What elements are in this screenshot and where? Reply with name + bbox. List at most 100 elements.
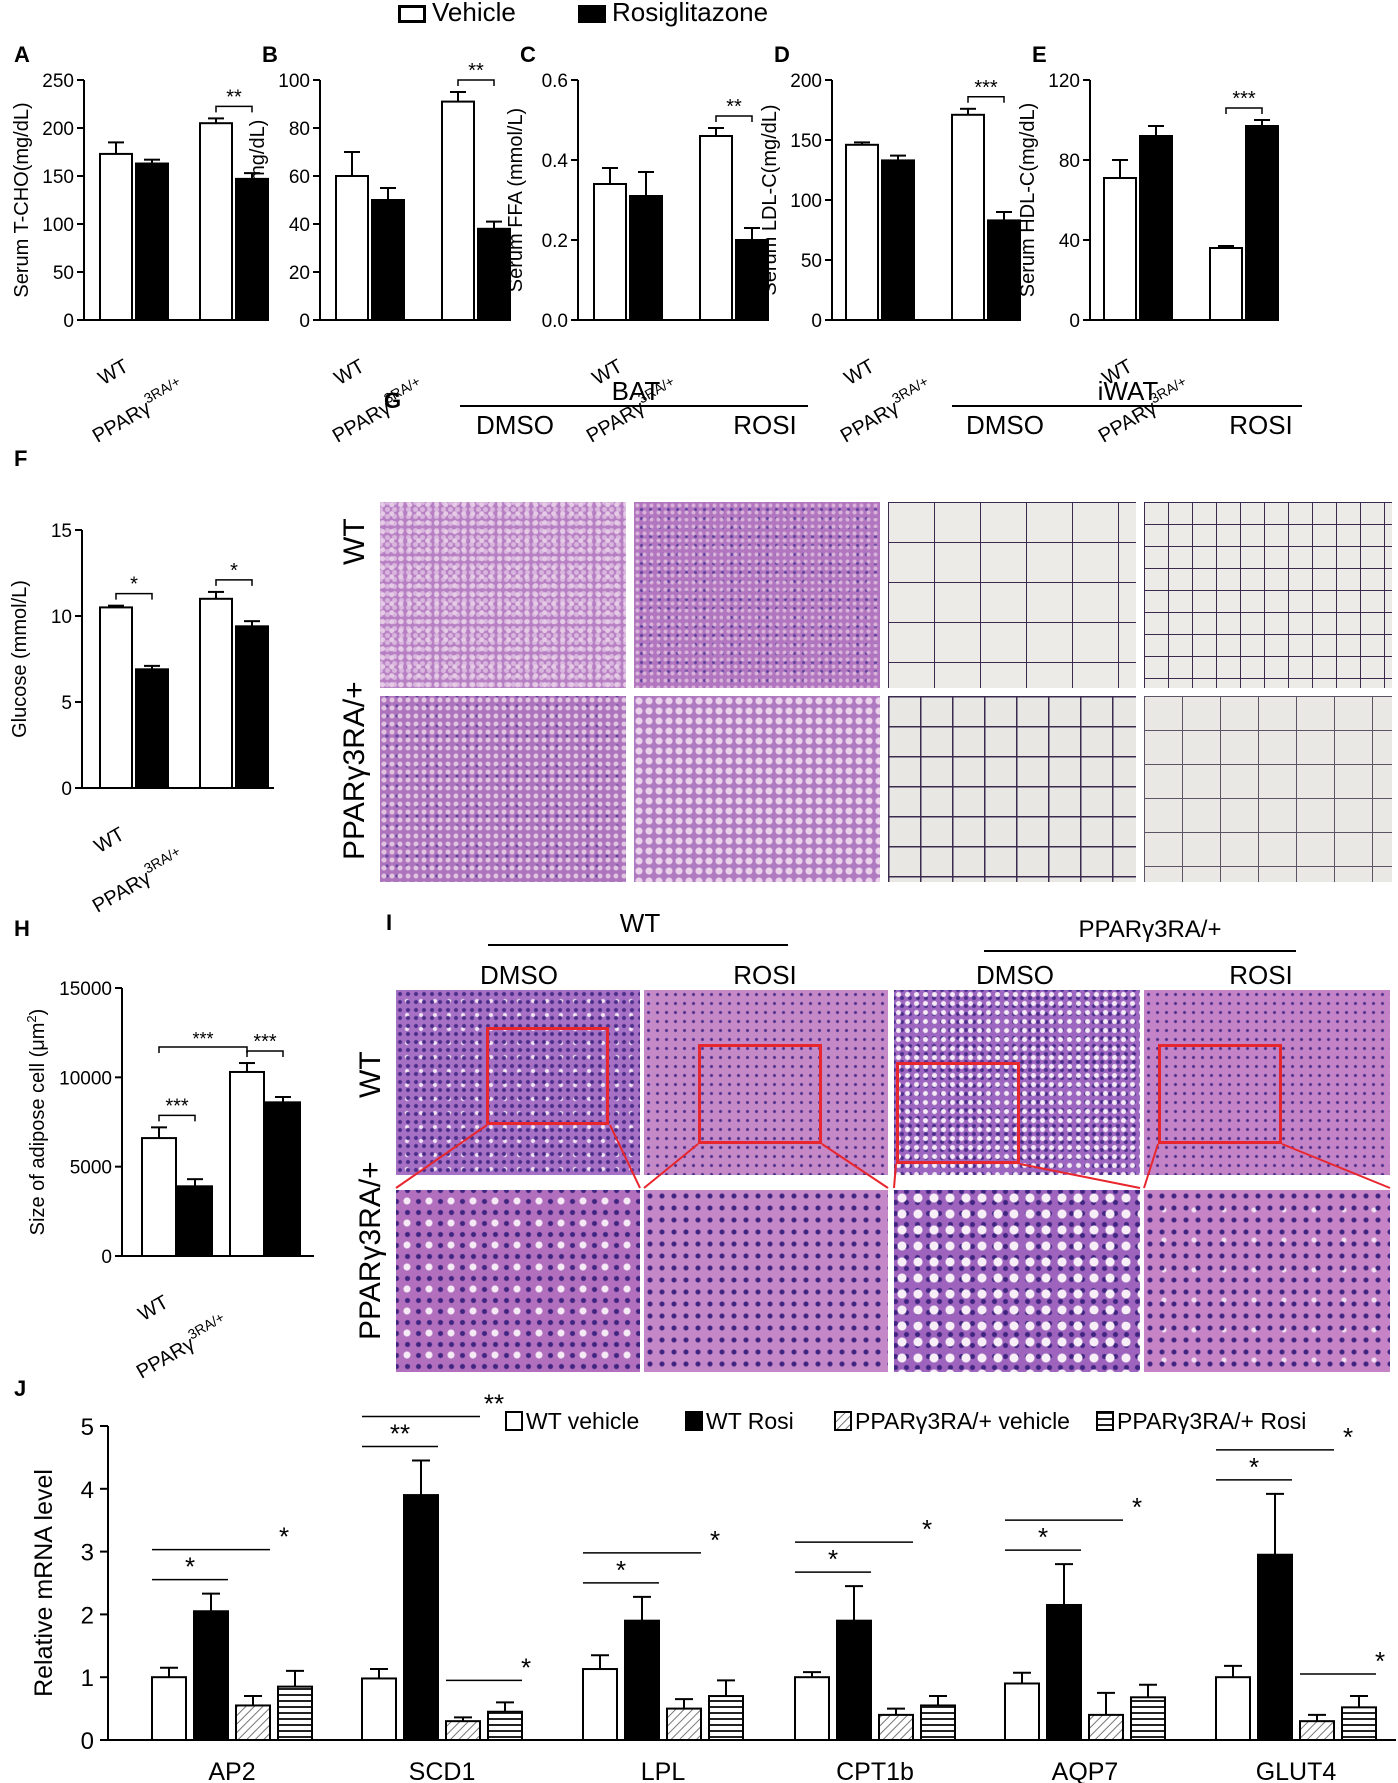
legend-swatch-j: [685, 1411, 703, 1431]
x-category-label: AQP7: [1052, 1758, 1119, 1783]
significance-label: **: [484, 1389, 504, 1419]
panel-I-col-dmso-wt: DMSO: [480, 960, 558, 990]
y-tick-label: 0: [81, 1728, 94, 1755]
y-tick-label: 3: [81, 1540, 94, 1567]
legend-swatch-rosiglitazone: [578, 5, 606, 23]
roi-box: [698, 1044, 822, 1144]
micrograph-I-ppar-rosi-zoom: [1144, 1190, 1390, 1372]
significance-label: **: [226, 86, 242, 108]
y-tick-label: 120: [1048, 71, 1080, 92]
y-tick-label: 15000: [59, 979, 112, 1000]
significance-label: *: [616, 1555, 626, 1585]
panel-I-col-dmso-ppar: DMSO: [976, 960, 1054, 990]
bar-vehicle-0: [99, 152, 133, 321]
bar-scd1-3: [487, 1710, 523, 1741]
bar-aqp7-1: [1046, 1603, 1082, 1741]
bar-rosiglitazone-0: [135, 162, 169, 321]
significance-label: *: [1343, 1422, 1353, 1452]
micrograph-I-ppar-rosi-low: [1144, 990, 1390, 1175]
y-tick-label: 250: [42, 71, 74, 92]
bar-scd1-0: [361, 1677, 397, 1742]
significance-label: *: [185, 1552, 195, 1582]
micrograph-G-wt-bat-rosi: [634, 502, 880, 688]
legend-swatch-j: [1096, 1411, 1114, 1431]
y-axis-label: Relative mRNA level: [30, 1469, 58, 1697]
y-tick-label: 100: [42, 215, 74, 236]
panel-letter-D: D: [774, 42, 790, 67]
significance-label: **: [468, 60, 484, 82]
panel-letter-H: H: [14, 916, 30, 941]
y-tick-label: 0: [101, 1247, 112, 1268]
y-tick-label: 50: [53, 263, 74, 284]
legend-swatch-vehicle: [398, 5, 426, 23]
micrograph-G-wt-bat-dmso: [380, 502, 626, 688]
y-tick-label: 100: [278, 71, 310, 92]
y-axis-label: Serum TG(mg/dL): [247, 120, 269, 281]
x-category-label: LPL: [641, 1758, 686, 1783]
bar-vehicle-1: [199, 597, 233, 789]
bar-vehicle-1: [229, 1070, 265, 1258]
panel-I-col-rosi-ppar: ROSI: [1229, 960, 1293, 990]
y-tick-label: 0: [811, 311, 822, 332]
y-axis-label: Size of adipose cell (μm2): [24, 1009, 49, 1236]
legend-label-j: PPARγ3RA/+ vehicle: [855, 1408, 1070, 1434]
panel-I-col-rosi-wt: ROSI: [733, 960, 797, 990]
legend-swatch-j: [505, 1411, 523, 1431]
roi-box: [1158, 1044, 1282, 1144]
y-tick-label: 60: [289, 167, 310, 188]
significance-label: *: [1038, 1522, 1048, 1552]
bar-rosiglitazone-0: [881, 159, 915, 321]
significance-label: *: [710, 1525, 720, 1555]
bar-vehicle-0: [99, 606, 133, 790]
micrograph-I-wt-dmso-low: [396, 990, 640, 1175]
panel-letter-F: F: [14, 446, 27, 471]
y-tick-label: 0.4: [542, 151, 569, 172]
bar-lpl-2: [666, 1707, 702, 1741]
y-tick-label: 0.2: [542, 231, 568, 252]
bar-aqp7-3: [1130, 1696, 1166, 1742]
significance-bracket: [715, 115, 753, 122]
panel-G-header-bat: BAT: [611, 376, 661, 406]
panel-letter-A: A: [14, 42, 30, 67]
y-tick-label: 0: [1069, 311, 1080, 332]
x-category-label: GLUT4: [1256, 1758, 1337, 1783]
significance-label: *: [521, 1652, 531, 1682]
y-tick-label: 40: [289, 215, 310, 236]
bar-rosiglitazone-0: [177, 1185, 213, 1257]
legend-label-j: PPARγ3RA/+ Rosi: [1117, 1408, 1306, 1434]
panel-G-bracket-bat: [460, 405, 808, 407]
significance-bracket: [115, 592, 153, 600]
y-tick-label: 5: [61, 693, 72, 714]
legend-swatch-j: [834, 1411, 852, 1431]
panel-I-header-ppar: PPARγ3RA/+: [1078, 916, 1222, 943]
panel-letter-C: C: [520, 42, 536, 67]
y-tick-label: 0.6: [542, 71, 568, 92]
significance-label: *: [230, 560, 238, 582]
y-axis-label: Serum HDL-C(mg/dL): [1017, 103, 1039, 297]
y-tick-label: 150: [42, 167, 74, 188]
significance-bracket: [215, 105, 253, 113]
y-tick-label: 15: [51, 521, 72, 542]
significance-bracket: [457, 79, 495, 86]
significance-label: *: [1375, 1646, 1385, 1676]
significance-label: *: [1132, 1492, 1142, 1522]
significance-label: ***: [192, 1029, 213, 1049]
significance-bracket: [158, 1046, 248, 1053]
top-legend: Vehicle Rosiglitazone: [398, 0, 918, 30]
y-tick-label: 40: [1059, 231, 1080, 252]
y-tick-label: 4: [81, 1477, 94, 1504]
micrograph-G-wt-iwat-dmso: [888, 502, 1136, 688]
y-tick-label: 0.0: [542, 311, 568, 332]
significance-label: *: [279, 1522, 289, 1552]
micrograph-I-wt-dmso-zoom: [396, 1190, 640, 1372]
panel-letter-E: E: [1032, 42, 1047, 67]
micrograph-G-wt-iwat-rosi: [1144, 502, 1392, 688]
micrograph-I-ppar-dmso-zoom: [894, 1190, 1140, 1372]
y-tick-label: 200: [42, 119, 74, 140]
y-tick-label: 80: [289, 119, 310, 140]
panel-G-col-rosi-iwat: ROSI: [1229, 410, 1293, 440]
panel-G-col-rosi-bat: ROSI: [733, 410, 797, 440]
